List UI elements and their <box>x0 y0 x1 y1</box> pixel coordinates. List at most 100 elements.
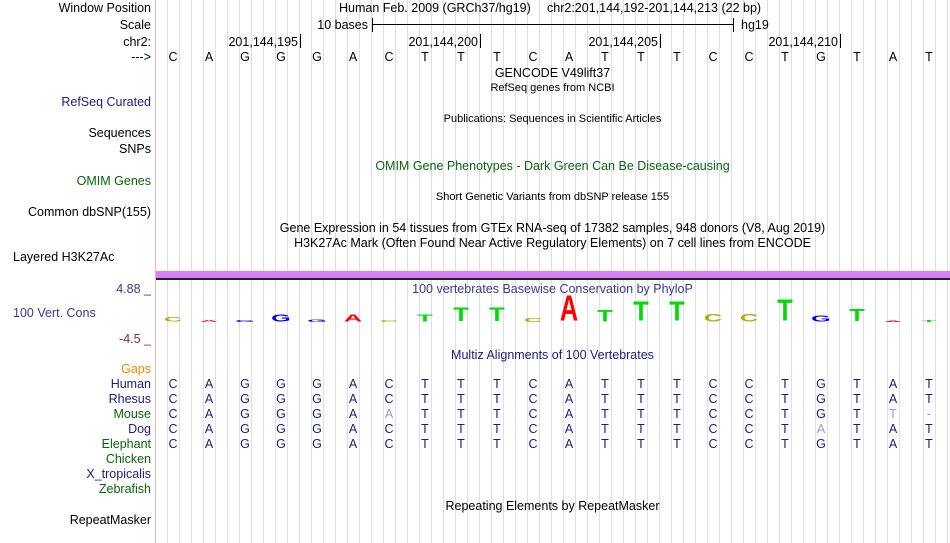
alignment-base: G <box>312 407 322 421</box>
species-label-human[interactable]: Human <box>110 377 151 391</box>
alignment-base: T <box>601 437 609 451</box>
scale-label: Scale <box>119 18 151 32</box>
gaps-label[interactable]: Gaps <box>121 362 151 376</box>
species-label-x_tropicalis[interactable]: X_tropicalis <box>86 467 151 481</box>
phylop-min-label: -4.5 _ <box>119 332 151 346</box>
alignment-base: A <box>888 392 898 406</box>
refseq-curated-label[interactable]: RefSeq Curated <box>61 95 151 109</box>
alignment-base: T <box>673 437 681 451</box>
sequence-base: T <box>637 50 645 64</box>
ruler-tick-label: 201,144,195 <box>228 35 298 49</box>
omim-track-title[interactable]: OMIM Gene Phenotypes - Dark Green Can Be… <box>375 159 730 173</box>
sequence-base: T <box>781 50 789 64</box>
alignment-base: A <box>564 422 574 436</box>
alignment-base: A <box>204 377 214 391</box>
logo-letter-T: T <box>633 295 649 328</box>
sequence-base: A <box>564 50 574 64</box>
alignment-base: C <box>168 422 178 436</box>
logo-letter-T: T <box>921 319 937 323</box>
alignment-base: G <box>276 407 286 421</box>
label-divider <box>155 0 156 543</box>
gtex-track-title[interactable]: Gene Expression in 54 tissues from GTEx … <box>279 221 826 235</box>
sequence-base: A <box>348 50 358 64</box>
alignment-base: - <box>926 407 932 421</box>
alignment-base: G <box>240 407 250 421</box>
alignment-base: C <box>744 437 754 451</box>
alignment-base: G <box>816 437 826 451</box>
alignment-base: T <box>421 422 429 436</box>
scale-bar-left-cap <box>372 18 373 32</box>
species-label-chicken[interactable]: Chicken <box>105 452 151 466</box>
alignment-base: C <box>168 377 178 391</box>
logo-letter-C: C <box>163 315 183 324</box>
logo-letter-T: T <box>777 292 793 328</box>
alignment-base: A <box>348 377 358 391</box>
alignment-base: T <box>925 437 933 451</box>
species-label-mouse[interactable]: Mouse <box>113 407 151 421</box>
ruler-tick <box>300 34 301 48</box>
logo-letter-A: A <box>199 319 219 323</box>
logo-letter-G: G <box>235 319 255 323</box>
repeatmasker-label[interactable]: RepeatMasker <box>69 513 151 527</box>
repeatmasker-track-title[interactable]: Repeating Elements by RepeatMasker <box>445 499 660 513</box>
scale-bar <box>372 24 734 25</box>
phylop-max-label: 4.88 _ <box>116 282 151 296</box>
ruler-tick-label: 201,144,205 <box>588 35 658 49</box>
ruler-tick-label: 201,144,200 <box>408 35 478 49</box>
alignment-base: T <box>601 392 609 406</box>
alignment-base: T <box>673 392 681 406</box>
alignment-base: T <box>421 377 429 391</box>
position-readout: chr2:201,144,192-201,144,213 (22 bp) <box>547 1 762 15</box>
species-label-zebrafish[interactable]: Zebrafish <box>98 482 151 496</box>
alignment-base: C <box>708 407 718 421</box>
common-dbsnp-label[interactable]: Common dbSNP(155) <box>28 205 151 219</box>
dbsnp-track-title[interactable]: Short Genetic Variants from dbSNP releas… <box>435 191 670 203</box>
assembly-title: Human Feb. 2009 (GRCh37/hg19) <box>339 1 531 15</box>
alignment-base: T <box>493 392 501 406</box>
logo-letter-T: T <box>597 306 613 325</box>
layered-h3k27ac-label[interactable]: Layered H3K27Ac <box>13 250 115 264</box>
alignment-base: C <box>384 377 394 391</box>
species-label-rhesus[interactable]: Rhesus <box>108 392 151 406</box>
sequences-label[interactable]: Sequences <box>88 126 151 140</box>
alignment-base: A <box>816 422 826 436</box>
alignment-base: A <box>888 437 898 451</box>
sequence-base: T <box>673 50 681 64</box>
alignment-base: T <box>853 407 861 421</box>
alignment-base: T <box>925 377 933 391</box>
alignment-base: T <box>781 407 789 421</box>
sequence-base: G <box>816 50 826 64</box>
gencode-track-title[interactable]: GENCODE V49lift37 <box>494 66 611 80</box>
alignment-base: G <box>312 392 322 406</box>
sequence-base: T <box>421 50 429 64</box>
publications-track-title[interactable]: Publications: Sequences in Scientific Ar… <box>443 113 662 125</box>
alignment-base: T <box>637 407 645 421</box>
alignment-base: T <box>493 422 501 436</box>
alignment-base: G <box>240 437 250 451</box>
species-label-dog[interactable]: Dog <box>128 422 151 436</box>
alignment-base: T <box>637 377 645 391</box>
alignment-base: T <box>601 422 609 436</box>
alignment-base: T <box>853 392 861 406</box>
h3k27ac-track-title[interactable]: H3K27Ac Mark (Often Found Near Active Re… <box>294 236 811 250</box>
phylop-track-title[interactable]: 100 vertebrates Basewise Conservation by… <box>412 282 693 296</box>
alignment-base: T <box>457 392 465 406</box>
snps-label[interactable]: SNPs <box>119 142 151 156</box>
alignment-base: A <box>564 407 574 421</box>
alignment-base: T <box>853 422 861 436</box>
phylop-label[interactable]: 100 Vert. Cons <box>13 306 96 320</box>
alignment-base: A <box>564 437 574 451</box>
alignment-base: G <box>312 422 322 436</box>
refseq-track-title[interactable]: RefSeq genes from NCBI <box>490 82 615 94</box>
alignment-base: C <box>528 437 538 451</box>
window-position-label: Window Position <box>58 1 151 15</box>
alignment-base: A <box>348 392 358 406</box>
omim-genes-label[interactable]: OMIM Genes <box>76 174 151 188</box>
logo-letter-G: G <box>307 318 327 323</box>
alignment-base: T <box>925 392 933 406</box>
alignment-base: A <box>564 377 574 391</box>
multiz-track-title[interactable]: Multiz Alignments of 100 Vertebrates <box>451 348 654 362</box>
species-label-elephant[interactable]: Elephant <box>101 437 151 451</box>
logo-letter-C: C <box>379 319 399 323</box>
logo-letter-T: T <box>453 303 469 326</box>
